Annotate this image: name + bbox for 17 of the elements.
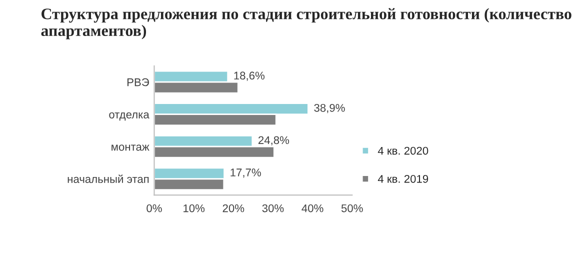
x-tick-label: 30% — [262, 204, 284, 212]
chart-title: Структура предложения по стадии строительной готовности (количество апартаментов) — [41, 8, 572, 40]
data-label: 24,8% — [258, 136, 290, 146]
data-label: 18,6% — [234, 72, 265, 81]
data-label: 38,9% — [314, 104, 345, 114]
y-tick-label: отделка — [109, 112, 150, 121]
x-tick-label: 40% — [302, 204, 324, 212]
y-tick-label: начальный этап — [68, 174, 149, 184]
x-tick-label: 20% — [222, 204, 244, 212]
y-tick-label: РВЭ — [127, 78, 149, 86]
legend-label: 4 кв. 2020 — [378, 146, 428, 155]
x-tick-label: 10% — [184, 204, 205, 212]
x-tick-label: 0% — [146, 204, 162, 212]
y-tick-label: монтаж — [112, 144, 150, 151]
x-tick-label: 50% — [341, 204, 363, 212]
data-label: 17,7% — [230, 168, 261, 178]
legend-label: 4 кв. 2019 — [378, 174, 428, 183]
